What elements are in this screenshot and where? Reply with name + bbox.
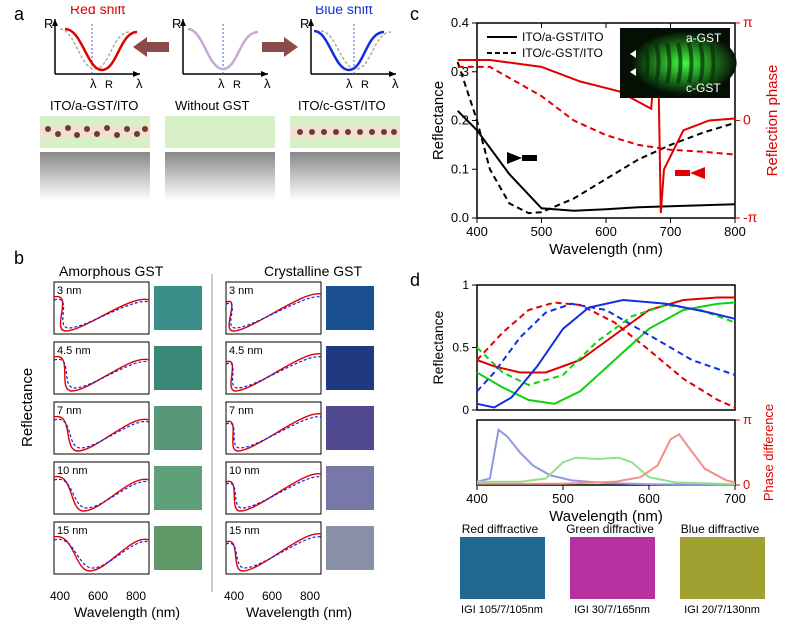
svg-text:-π: -π bbox=[743, 209, 758, 225]
svg-text:IGI 30/7/165nm: IGI 30/7/165nm bbox=[574, 604, 650, 616]
svg-text:ITO/a-GST/ITO: ITO/a-GST/ITO bbox=[522, 30, 604, 44]
svg-text:500: 500 bbox=[552, 491, 574, 506]
svg-text:λ: λ bbox=[392, 76, 399, 91]
svg-text:0: 0 bbox=[743, 112, 751, 128]
svg-text:R: R bbox=[300, 16, 309, 31]
svg-text:15 nm: 15 nm bbox=[57, 525, 88, 537]
svg-text:Blue diffractive: Blue diffractive bbox=[681, 522, 760, 536]
svg-text:R: R bbox=[233, 79, 241, 91]
amorphous-title: Amorphous GST bbox=[59, 263, 164, 279]
svg-text:600: 600 bbox=[88, 589, 108, 603]
svg-text:Wavelength (nm): Wavelength (nm) bbox=[549, 241, 663, 258]
caption-left: ITO/a-GST/ITO bbox=[50, 98, 138, 113]
red-shift-title: Red shift bbox=[70, 6, 125, 17]
panel-c-label: c bbox=[410, 4, 419, 25]
svg-text:800: 800 bbox=[724, 224, 746, 239]
svg-text:0.0: 0.0 bbox=[451, 210, 469, 225]
svg-text:600: 600 bbox=[262, 589, 282, 603]
svg-text:R: R bbox=[172, 16, 181, 31]
svg-text:0.1: 0.1 bbox=[451, 161, 469, 176]
panel-a: R λ R λ R λ λ R R bbox=[30, 6, 400, 236]
svg-text:600: 600 bbox=[595, 224, 617, 239]
svg-text:IGI 20/7/130nm: IGI 20/7/130nm bbox=[684, 604, 760, 616]
svg-text:0.5: 0.5 bbox=[452, 341, 469, 355]
svg-text:3 nm: 3 nm bbox=[229, 285, 253, 297]
svg-text:7 nm: 7 nm bbox=[229, 405, 253, 417]
caption-mid: Without GST bbox=[175, 98, 249, 113]
svg-text:3 nm: 3 nm bbox=[57, 285, 81, 297]
blue-shift-title: Blue shift bbox=[315, 6, 373, 17]
svg-text:4.5 nm: 4.5 nm bbox=[57, 345, 91, 357]
svg-text:Reflectance: Reflectance bbox=[430, 310, 446, 384]
svg-text:IGI 105/7/105nm: IGI 105/7/105nm bbox=[461, 604, 543, 616]
svg-text:Green diffractive: Green diffractive bbox=[566, 522, 654, 536]
svg-text:Red diffractive: Red diffractive bbox=[462, 522, 539, 536]
svg-text:800: 800 bbox=[126, 589, 146, 603]
svg-text:R: R bbox=[105, 79, 113, 91]
svg-text:7 nm: 7 nm bbox=[57, 405, 81, 417]
panel-c: 4005006007008000.00.10.20.30.4-π0πWavele… bbox=[425, 8, 780, 263]
arrow-left-icon bbox=[133, 37, 169, 57]
arrow-right-icon bbox=[262, 37, 298, 57]
svg-text:400: 400 bbox=[50, 589, 70, 603]
svg-text:500: 500 bbox=[531, 224, 553, 239]
panelB-ylabel: Reflectance bbox=[19, 368, 36, 447]
svg-text:15 nm: 15 nm bbox=[229, 525, 260, 537]
svg-text:Wavelength (nm): Wavelength (nm) bbox=[74, 604, 180, 620]
svg-text:R: R bbox=[44, 16, 53, 31]
panel-b: Amorphous GST Crystalline GST Reflectanc… bbox=[14, 262, 409, 622]
svg-text:λ: λ bbox=[218, 76, 225, 91]
panel-d: 00.514005006007000πWavelength (nm)Reflec… bbox=[425, 275, 780, 630]
svg-text:0.4: 0.4 bbox=[451, 15, 469, 30]
svg-text:c-GST: c-GST bbox=[686, 81, 721, 95]
svg-text:4.5 nm: 4.5 nm bbox=[229, 345, 263, 357]
svg-text:ITO/c-GST/ITO: ITO/c-GST/ITO bbox=[522, 46, 603, 60]
svg-text:a-GST: a-GST bbox=[686, 31, 722, 45]
svg-text:1: 1 bbox=[462, 278, 469, 292]
svg-text:λ: λ bbox=[346, 76, 353, 91]
svg-text:10 nm: 10 nm bbox=[57, 465, 88, 477]
svg-text:λ: λ bbox=[90, 76, 97, 91]
svg-text:π: π bbox=[743, 14, 753, 30]
panel-d-label: d bbox=[410, 270, 420, 291]
svg-text:700: 700 bbox=[724, 491, 746, 506]
caption-right: ITO/c-GST/ITO bbox=[298, 98, 386, 113]
svg-text:Wavelength (nm): Wavelength (nm) bbox=[246, 604, 352, 620]
svg-text:Reflectance: Reflectance bbox=[430, 81, 447, 160]
svg-text:600: 600 bbox=[638, 491, 660, 506]
svg-text:λ: λ bbox=[264, 76, 271, 91]
svg-text:400: 400 bbox=[466, 491, 488, 506]
svg-text:Reflection phase: Reflection phase bbox=[764, 65, 780, 177]
svg-text:400: 400 bbox=[466, 224, 488, 239]
svg-text:π: π bbox=[743, 412, 752, 427]
svg-text:400: 400 bbox=[224, 589, 244, 603]
svg-text:λ: λ bbox=[136, 76, 143, 91]
svg-text:800: 800 bbox=[300, 589, 320, 603]
svg-text:700: 700 bbox=[660, 224, 682, 239]
svg-text:R: R bbox=[361, 79, 369, 91]
crystalline-title: Crystalline GST bbox=[264, 263, 362, 279]
svg-text:0: 0 bbox=[743, 477, 750, 492]
svg-text:0: 0 bbox=[462, 403, 469, 417]
svg-text:Phase difference: Phase difference bbox=[761, 404, 776, 501]
panel-a-label: a bbox=[14, 4, 24, 25]
svg-text:10 nm: 10 nm bbox=[229, 465, 260, 477]
